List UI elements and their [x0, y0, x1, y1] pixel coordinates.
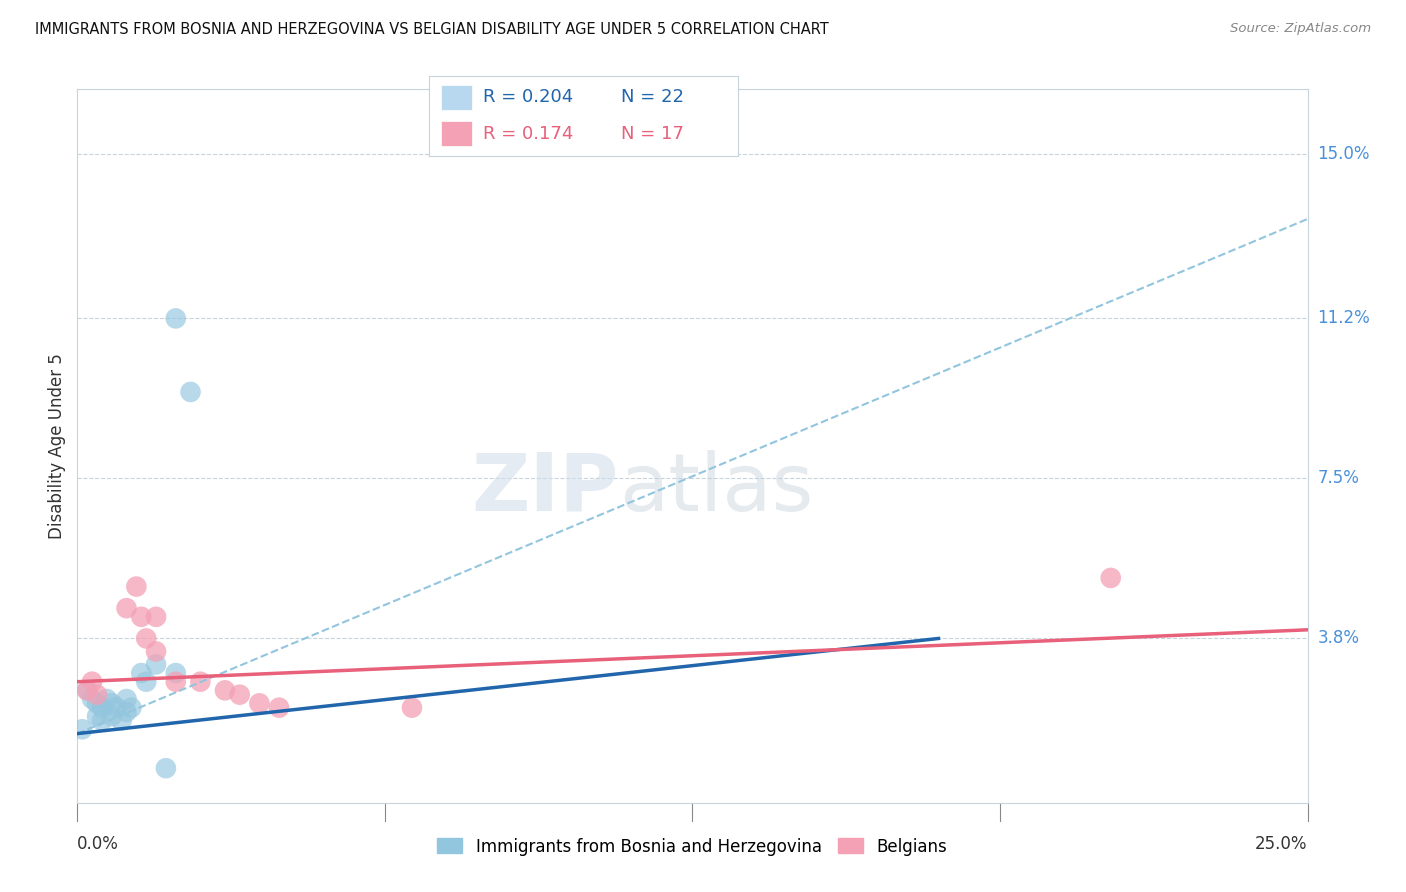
Point — [145, 657, 167, 672]
Point — [82, 692, 104, 706]
Point — [155, 761, 177, 775]
Point — [180, 384, 202, 399]
Text: 25.0%: 25.0% — [1256, 835, 1308, 853]
Point — [115, 705, 138, 719]
Text: R = 0.204: R = 0.204 — [484, 88, 574, 106]
Point — [214, 683, 236, 698]
Point — [101, 696, 124, 710]
Point — [76, 683, 98, 698]
Point — [129, 666, 153, 681]
Point — [165, 311, 187, 326]
Text: atlas: atlas — [619, 450, 813, 528]
Point — [96, 692, 118, 706]
Point — [90, 714, 114, 728]
Point — [115, 601, 138, 615]
Point — [135, 674, 157, 689]
Point — [135, 632, 157, 646]
Text: 11.2%: 11.2% — [1317, 310, 1371, 327]
Text: 3.8%: 3.8% — [1317, 630, 1360, 648]
Point — [76, 683, 98, 698]
Text: ZIP: ZIP — [471, 450, 619, 528]
Point — [228, 688, 252, 702]
Point — [121, 700, 143, 714]
Bar — [441, 120, 472, 146]
Point — [145, 644, 167, 658]
Point — [165, 666, 187, 681]
Point — [269, 700, 291, 714]
Point — [129, 610, 153, 624]
Text: Source: ZipAtlas.com: Source: ZipAtlas.com — [1230, 22, 1371, 36]
Bar — [441, 85, 472, 111]
Text: 15.0%: 15.0% — [1317, 145, 1369, 163]
Y-axis label: Disability Age Under 5: Disability Age Under 5 — [48, 353, 66, 539]
Text: R = 0.174: R = 0.174 — [484, 126, 574, 144]
Point — [1099, 571, 1122, 585]
Text: N = 22: N = 22 — [620, 88, 683, 106]
Point — [90, 700, 114, 714]
Point — [115, 692, 138, 706]
Point — [145, 610, 167, 624]
Point — [101, 709, 124, 723]
Point — [105, 700, 128, 714]
Text: IMMIGRANTS FROM BOSNIA AND HERZEGOVINA VS BELGIAN DISABILITY AGE UNDER 5 CORRELA: IMMIGRANTS FROM BOSNIA AND HERZEGOVINA V… — [35, 22, 830, 37]
Point — [86, 688, 108, 702]
Point — [86, 696, 108, 710]
Point — [125, 580, 148, 594]
Text: 7.5%: 7.5% — [1317, 469, 1360, 487]
Point — [86, 709, 108, 723]
Point — [188, 674, 212, 689]
Point — [401, 700, 423, 714]
Point — [82, 674, 104, 689]
Text: N = 17: N = 17 — [620, 126, 683, 144]
Point — [111, 714, 132, 728]
Point — [165, 674, 187, 689]
Legend: Immigrants from Bosnia and Herzegovina, Belgians: Immigrants from Bosnia and Herzegovina, … — [430, 831, 955, 863]
Point — [249, 696, 271, 710]
Point — [70, 723, 93, 737]
Text: 0.0%: 0.0% — [77, 835, 120, 853]
